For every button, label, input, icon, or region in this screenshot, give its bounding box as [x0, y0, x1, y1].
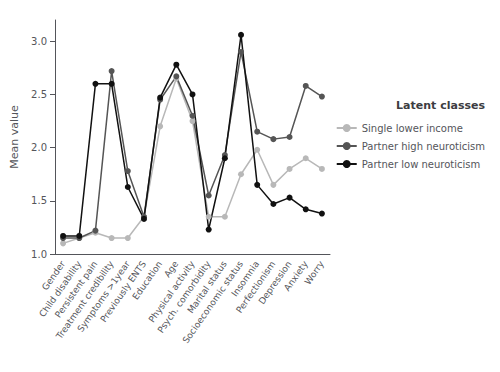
svg-text:Marital status: Marital status — [185, 259, 229, 316]
svg-text:2.5: 2.5 — [31, 89, 47, 100]
svg-text:Partner low neuroticism: Partner low neuroticism — [362, 159, 481, 170]
svg-text:Perfectionism: Perfectionism — [234, 259, 278, 315]
svg-text:1.0: 1.0 — [31, 249, 47, 260]
svg-text:Depression: Depression — [256, 259, 294, 307]
svg-text:Gender: Gender — [40, 259, 68, 292]
svg-text:Worry: Worry — [303, 259, 327, 287]
svg-text:Psych. comorbidity: Psych. comorbidity — [155, 259, 213, 335]
svg-text:Latent classes: Latent classes — [396, 99, 485, 112]
svg-text:2.0: 2.0 — [31, 142, 47, 153]
svg-text:Persistent pain: Persistent pain — [53, 259, 100, 320]
svg-text:1.5: 1.5 — [31, 195, 47, 206]
svg-text:Treatment credibility: Treatment credibility — [54, 259, 116, 341]
svg-text:Single lower income: Single lower income — [362, 123, 463, 134]
svg-text:3.0: 3.0 — [31, 36, 47, 47]
svg-text:Physical activity: Physical activity — [146, 259, 197, 325]
svg-text:Symptoms >1year: Symptoms >1year — [75, 259, 132, 334]
svg-text:Insomnia: Insomnia — [229, 259, 262, 299]
svg-text:Child disability: Child disability — [37, 259, 84, 319]
svg-text:Age: Age — [162, 259, 181, 280]
svg-text:Socioeconomic status: Socioeconomic status — [181, 259, 246, 345]
svg-text:Education: Education — [130, 259, 164, 301]
svg-text:Partner high neuroticism: Partner high neuroticism — [362, 141, 485, 152]
svg-text:Mean value: Mean value — [8, 105, 21, 169]
svg-text:Anxiety: Anxiety — [282, 259, 310, 293]
svg-text:Previously ENTS: Previously ENTS — [98, 259, 149, 325]
